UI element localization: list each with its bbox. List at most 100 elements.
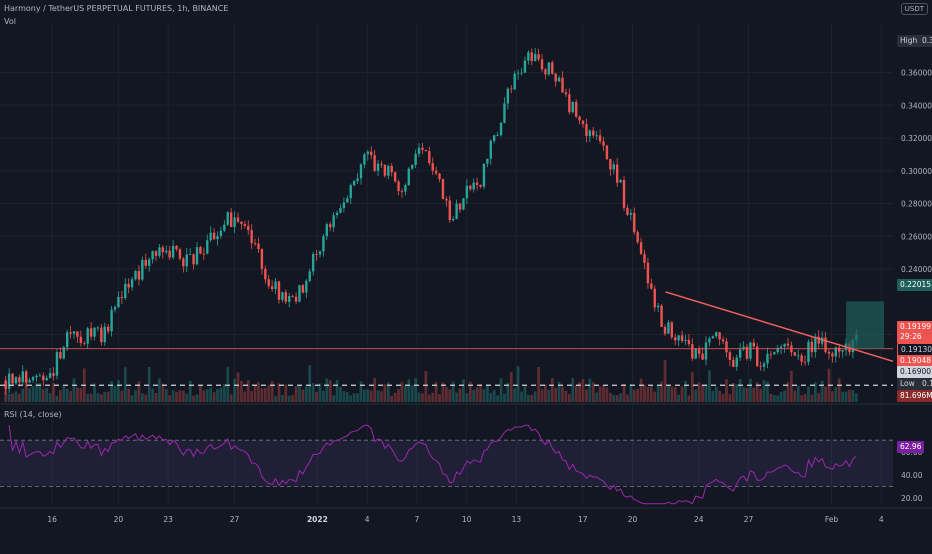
volume-bar (253, 385, 257, 402)
candle-body (424, 149, 428, 152)
candle-body (810, 341, 814, 353)
candle-body (28, 380, 31, 383)
volume-bar (605, 387, 609, 402)
volume-bar (62, 385, 66, 402)
volume-bar (509, 372, 513, 402)
candle-body (226, 212, 229, 225)
volume-bar (653, 391, 657, 402)
drawing-overlays[interactable] (0, 291, 894, 386)
volume-bar (690, 372, 694, 402)
candle-body (551, 62, 554, 74)
volume-bar (441, 382, 445, 402)
candle-body (455, 203, 458, 219)
volume-bar (643, 384, 646, 402)
candle-body (48, 373, 52, 378)
volume-bar (376, 390, 380, 402)
volume-bar (383, 384, 387, 402)
candle-body (229, 212, 233, 227)
volume-bar (14, 391, 18, 402)
volume-bar (544, 384, 547, 402)
volume-bar (93, 383, 96, 402)
volume-bar (164, 389, 168, 402)
time-tick-label-11: 24 (694, 515, 704, 524)
candle-body (380, 163, 383, 165)
candle-body (639, 242, 643, 254)
candle-body (11, 373, 14, 384)
chart-title[interactable]: Harmony / TetherUS PERPETUAL FUTURES, 1h… (4, 4, 229, 13)
volume-bar (629, 384, 633, 402)
volume-bar (390, 395, 394, 402)
volume-bar (380, 391, 383, 402)
candle-body (831, 353, 834, 357)
candle-body (605, 145, 609, 160)
volume-bar (328, 380, 332, 402)
candle-body (561, 77, 564, 93)
volume-bar (404, 385, 407, 402)
candle-body (161, 247, 165, 253)
candle-body (42, 375, 45, 381)
candle-body (486, 158, 489, 164)
volume-bar (708, 370, 711, 402)
volume-bar (434, 382, 438, 402)
volume-bar (550, 378, 554, 402)
candle-body (66, 332, 69, 348)
volume-bar (595, 392, 599, 402)
volume-bar (308, 365, 312, 402)
candle-body (633, 213, 636, 233)
candle-body (769, 353, 773, 355)
candle-body (147, 259, 151, 266)
candle-body (554, 73, 557, 82)
candle-body (557, 77, 561, 82)
candles (4, 47, 858, 396)
candle-body (25, 371, 28, 383)
level-label-2: 0.19048 (897, 355, 932, 367)
candle-body (264, 268, 267, 280)
currency-badge[interactable]: USDT (900, 3, 928, 15)
last-price-value: 0.19199 (900, 322, 932, 331)
volume-bar (267, 385, 271, 402)
volume-bar (448, 389, 452, 402)
volume-bar (178, 390, 182, 402)
volume-bar (673, 387, 677, 402)
volume-bar (496, 395, 499, 402)
time-tick-label-3: 27 (230, 515, 240, 524)
time-tick-label-12: 27 (744, 515, 754, 524)
candle-body (820, 337, 824, 344)
candle-body (786, 343, 790, 346)
candle-body (219, 230, 223, 236)
candle-body (762, 363, 766, 367)
rsi-legend[interactable]: RSI (14, close) (4, 410, 62, 419)
volume-bar (147, 367, 151, 402)
volume-legend[interactable]: Vol (4, 17, 16, 26)
candle-body (100, 327, 103, 343)
candle-body (510, 88, 513, 90)
candle-body (86, 328, 89, 344)
volume-bar (824, 386, 827, 402)
candle-body (270, 286, 274, 290)
volume-bar (154, 392, 158, 402)
volume-bar (749, 378, 752, 402)
candle-body (178, 249, 182, 259)
volume-bar (260, 388, 264, 402)
candle-body (117, 296, 120, 308)
candle-body (83, 343, 86, 344)
volume-bar (680, 386, 684, 402)
volume-bar (735, 384, 739, 402)
candle-body (352, 181, 356, 186)
volume-bar (410, 385, 414, 402)
candle-body (124, 283, 127, 299)
candle-body (236, 217, 240, 222)
candle-body (513, 73, 516, 90)
volume-bar (31, 385, 35, 402)
volume-bar (55, 395, 59, 402)
candle-body (516, 72, 520, 74)
candle-body (18, 377, 21, 383)
high-label: High 0.37882 (897, 35, 932, 47)
rsi-value-label: 62.96 (897, 441, 925, 453)
candle-body (592, 130, 595, 136)
candle-body (206, 240, 209, 254)
volume-bar (134, 390, 137, 402)
volume-bar (540, 389, 544, 402)
candle-body (697, 348, 701, 354)
